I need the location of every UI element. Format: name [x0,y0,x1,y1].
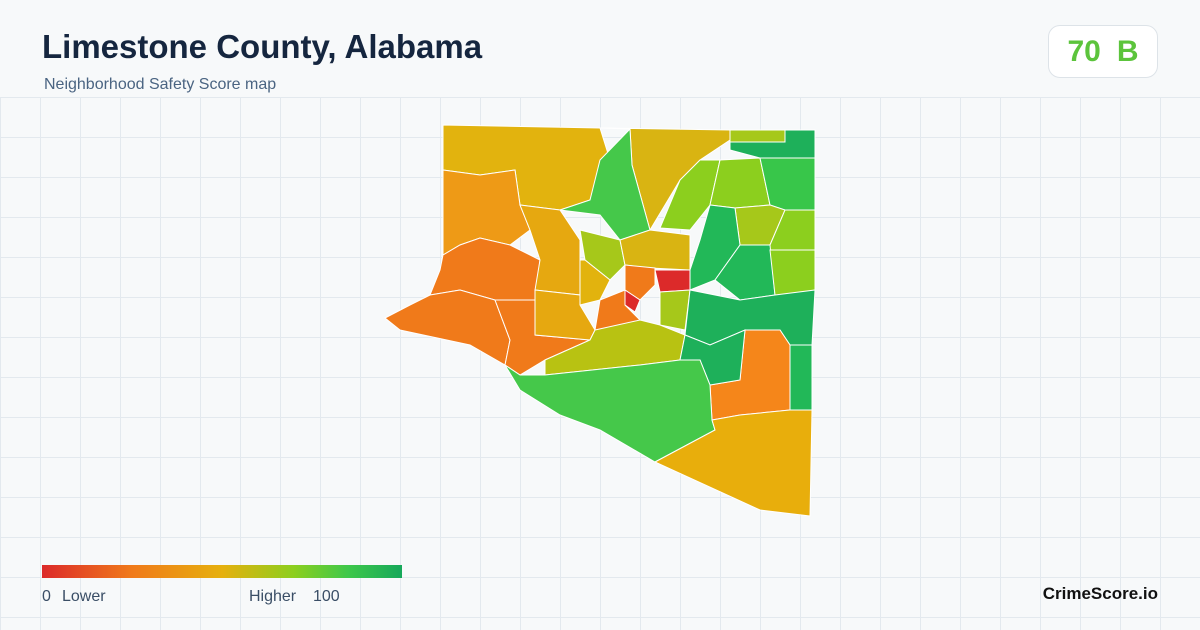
subtitle: Neighborhood Safety Score map [44,76,277,93]
score-grade: B [1116,34,1139,68]
brand: CrimeScore.io [1042,584,1158,603]
region [689,204,741,291]
region [789,344,813,411]
region [619,229,691,271]
legend-max-label: Higher [249,588,297,605]
region [384,289,511,366]
region [579,229,626,281]
region [729,129,786,143]
legend-min: 0 [42,588,51,605]
title: Limestone County, Alabama [42,28,483,65]
score-badge: 70 B [1048,25,1158,78]
region [504,359,716,463]
region [653,409,813,517]
region [659,289,691,331]
region [709,157,771,209]
legend-min-label: Lower [62,588,106,605]
region [624,264,656,301]
region [559,127,651,241]
legend-max: 100 [313,588,340,605]
score-value: 70 [1067,34,1101,68]
legend-gradient [42,565,402,578]
region [654,269,691,293]
region [729,129,816,159]
region [769,249,816,296]
